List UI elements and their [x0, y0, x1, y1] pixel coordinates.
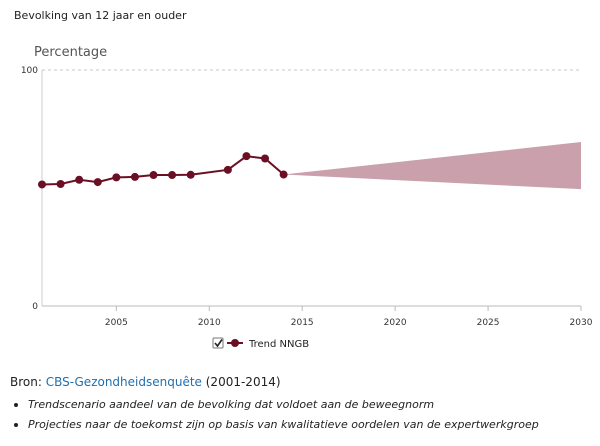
x-tick-label: 2030: [570, 318, 593, 328]
x-tick-label: 2015: [291, 318, 314, 328]
data-point[interactable]: [112, 173, 121, 182]
x-tick-label: 2025: [477, 318, 500, 328]
projection-layer: [283, 141, 581, 190]
y-tick-label: 0: [32, 302, 38, 312]
data-point[interactable]: [186, 170, 195, 179]
x-tick-label: 2020: [384, 318, 407, 328]
data-point[interactable]: [93, 178, 102, 187]
data-point[interactable]: [75, 175, 84, 184]
note-item: Trendscenario aandeel van de bevolking d…: [14, 398, 539, 411]
source-prefix: Bron:: [10, 375, 46, 389]
check-icon: [214, 339, 223, 348]
data-point[interactable]: [56, 179, 65, 188]
source-link[interactable]: CBS-Gezondheidsenquête: [45, 375, 202, 389]
note-item: Projecties naar de toekomst zijn op basi…: [14, 418, 539, 431]
y-axis-label: Percentage: [34, 45, 107, 60]
data-point[interactable]: [149, 171, 158, 180]
projection-band: [283, 141, 581, 190]
chart-subtitle: Bevolking van 12 jaar en ouder: [14, 9, 187, 22]
source-line: Bron: CBS-Gezondheidsenquête (2001-2014): [10, 375, 281, 389]
axes: 0 100 2005 2010 2015 2020 2025 2030: [21, 66, 593, 328]
x-tick-label: 2005: [105, 318, 128, 328]
legend-marker: [231, 339, 239, 347]
legend[interactable]: Trend NNGB: [212, 337, 309, 350]
legend-label[interactable]: Trend NNGB: [248, 339, 309, 350]
data-point[interactable]: [261, 154, 270, 163]
data-point[interactable]: [242, 152, 251, 161]
data-point[interactable]: [130, 172, 139, 181]
data-point[interactable]: [38, 180, 46, 189]
data-point[interactable]: [279, 170, 288, 179]
x-tick-label: 2010: [198, 318, 221, 328]
notes-list: Trendscenario aandeel van de bevolking d…: [14, 398, 539, 438]
series-layer: [38, 152, 288, 189]
source-suffix: (2001-2014): [201, 375, 281, 389]
y-tick-label: 100: [21, 66, 38, 76]
chart-area: Percentage 0 100 2005 2010 2015 2020 2025 2030 …: [21, 45, 593, 350]
data-point[interactable]: [168, 171, 177, 180]
data-point[interactable]: [223, 165, 232, 174]
